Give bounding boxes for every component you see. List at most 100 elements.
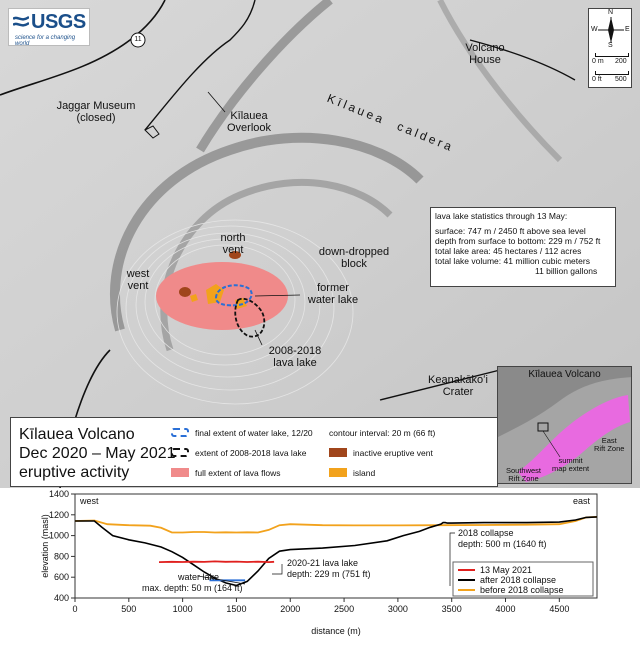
label-north-vent: north vent (220, 232, 246, 256)
label-jaggar: Jaggar Museum (closed) (56, 100, 136, 124)
north-vent-marker (229, 251, 241, 259)
y-tick-label: 1200 (49, 510, 69, 520)
elevation-profile-chart: 0 500 1000 1500 2000 2500 3000 3500 4000 4500 400 6… (0, 488, 640, 640)
annot-lake-1: 2020-21 lava lake (287, 558, 358, 568)
stats-volume: total lake volume: 41 million cubic mete… (435, 256, 590, 266)
inset-summit: summit map extent (552, 456, 590, 473)
island (206, 284, 224, 304)
legend-island: island (353, 468, 376, 478)
y-tick-label: 600 (54, 572, 69, 582)
label-east: east (573, 496, 591, 506)
usgs-wordmark: USGS (31, 11, 86, 33)
route-label: 11 (134, 36, 142, 43)
series-line-before-2018-collapse (74, 516, 598, 534)
annot-collapse-2: depth: 500 m (1640 ft) (458, 539, 547, 549)
label-volcano-house: Volcano House (465, 42, 505, 66)
road (469, 39, 576, 81)
map-legend: Kīlauea Volcano Dec 2020 – May 2021 erup… (10, 417, 498, 487)
x-tick-label: 0 (72, 604, 77, 614)
north-arrow-scale: N S E W 0 m 200 0 ft 500 (588, 8, 632, 88)
legend-swatch-island (329, 468, 347, 477)
compass-w: W (591, 26, 598, 33)
scale-m1: 200 (615, 58, 627, 65)
annot-collapse-1: 2018 collapse (458, 528, 514, 538)
legend-swatch-lava-flows (171, 468, 189, 477)
x-tick-label: 1000 (173, 604, 193, 614)
series-line-13-may-2021 (158, 560, 275, 564)
usgs-wave-icon (13, 15, 29, 27)
legend-lava-flows: full extent of lava flows (195, 468, 281, 478)
label-old-lava-lake: 2008-2018 lava lake (268, 345, 322, 369)
label-former-water-lake: former water lake (307, 282, 359, 306)
inset-shaded-relief (498, 367, 631, 483)
legend-entry: before 2018 collapse (480, 585, 564, 595)
scale-m0: 0 m (592, 58, 604, 65)
legend-box (452, 561, 594, 597)
legend-swatch-old-lake (171, 448, 189, 457)
label-crater: Keanakākoʻi Crater (428, 374, 488, 398)
lava-lake-stats-box: lava lake statistics through 13 May: sur… (430, 207, 616, 287)
y-tick-label: 1000 (49, 531, 69, 541)
x-tick-label: 2000 (280, 604, 300, 614)
series-line-after-2018-collapse (75, 516, 598, 587)
legend-old-lake: extent of 2008-2018 lava lake (195, 448, 307, 458)
stats-title: lava lake statistics through 13 May: (435, 211, 568, 221)
x-tick-label: 500 (121, 604, 136, 614)
legend-swatch-water-lake (171, 428, 189, 437)
legend-entry: after 2018 collapse (480, 575, 556, 585)
label-west: west (79, 496, 99, 506)
label-overlook: Kīlauea Overlook (226, 110, 272, 134)
inset-east-rift: East Rift Zone (594, 436, 625, 453)
x-tick-label: 3000 (388, 604, 408, 614)
compass-icon (598, 17, 624, 43)
x-tick-label: 4000 (495, 604, 515, 614)
inset-map: Kīlauea Volcano East Rift Zone Southwest… (497, 366, 632, 484)
usgs-logo: USGS science for a changing world (8, 8, 90, 47)
legend-title-3: eruptive activity (19, 464, 130, 481)
inset-title: Kīlauea Volcano (528, 369, 601, 380)
x-tick-label: 3500 (442, 604, 462, 614)
compass-n: N (608, 9, 614, 16)
road (144, 0, 256, 131)
x-tick-label: 2500 (334, 604, 354, 614)
legend-contour: contour interval: 20 m (66 ft) (329, 428, 436, 438)
legend-water-lake: final extent of water lake, 12/20 (195, 428, 313, 438)
y-axis-label: elevation (masl) (40, 514, 50, 578)
stats-surface: surface: 747 m / 2450 ft above sea level (435, 226, 586, 236)
y-tick-label: 800 (54, 551, 69, 561)
island (190, 294, 198, 302)
legend-swatch-vent (329, 448, 347, 457)
y-tick-label: 400 (54, 593, 69, 603)
stats-gallons: 11 billion gallons (535, 266, 598, 276)
x-axis-label: distance (m) (311, 626, 361, 636)
y-tick-label: 1400 (49, 489, 69, 499)
x-tick-label: 4500 (549, 604, 569, 614)
compass-e: E (625, 26, 630, 33)
profile-svg: 0 500 1000 1500 2000 2500 3000 3500 4000 4500 400 6… (40, 489, 598, 636)
summit-extent-box (537, 422, 549, 432)
stats-area: total lake area: 45 hectares / 112 acres (435, 246, 582, 256)
label-west-vent: west vent (126, 268, 150, 292)
legend-entry: 13 May 2021 (480, 565, 532, 575)
annot-lake-2: depth: 229 m (751 ft) (287, 569, 371, 579)
west-vent-marker (179, 287, 191, 297)
stats-depth: depth from surface to bottom: 229 m / 75… (435, 236, 601, 246)
x-tick-label: 1500 (226, 604, 246, 614)
legend-vent: inactive eruptive vent (353, 448, 433, 458)
compass-s: S (608, 42, 613, 49)
scale-f0: 0 ft (592, 76, 602, 83)
old-lava-lake-outline (234, 297, 266, 338)
road (379, 369, 501, 401)
water-lake-outline (214, 284, 253, 307)
legend-title-1: Kīlauea Volcano (19, 426, 135, 443)
map-panel: 11 USGS science for a changing world N S… (0, 0, 640, 489)
label-down-dropped-block: down-dropped block (318, 246, 390, 270)
road (0, 0, 166, 96)
usgs-tagline: science for a changing world (15, 35, 76, 47)
inset-sw-rift: Southwest Rift Zone (506, 466, 542, 483)
annot-water-2: max. depth: 50 m (164 ft) (142, 583, 243, 593)
scale-f1: 500 (615, 76, 627, 83)
annot-water-1: water lake (177, 572, 219, 582)
legend-title-2: Dec 2020 – May 2021 (19, 445, 176, 462)
